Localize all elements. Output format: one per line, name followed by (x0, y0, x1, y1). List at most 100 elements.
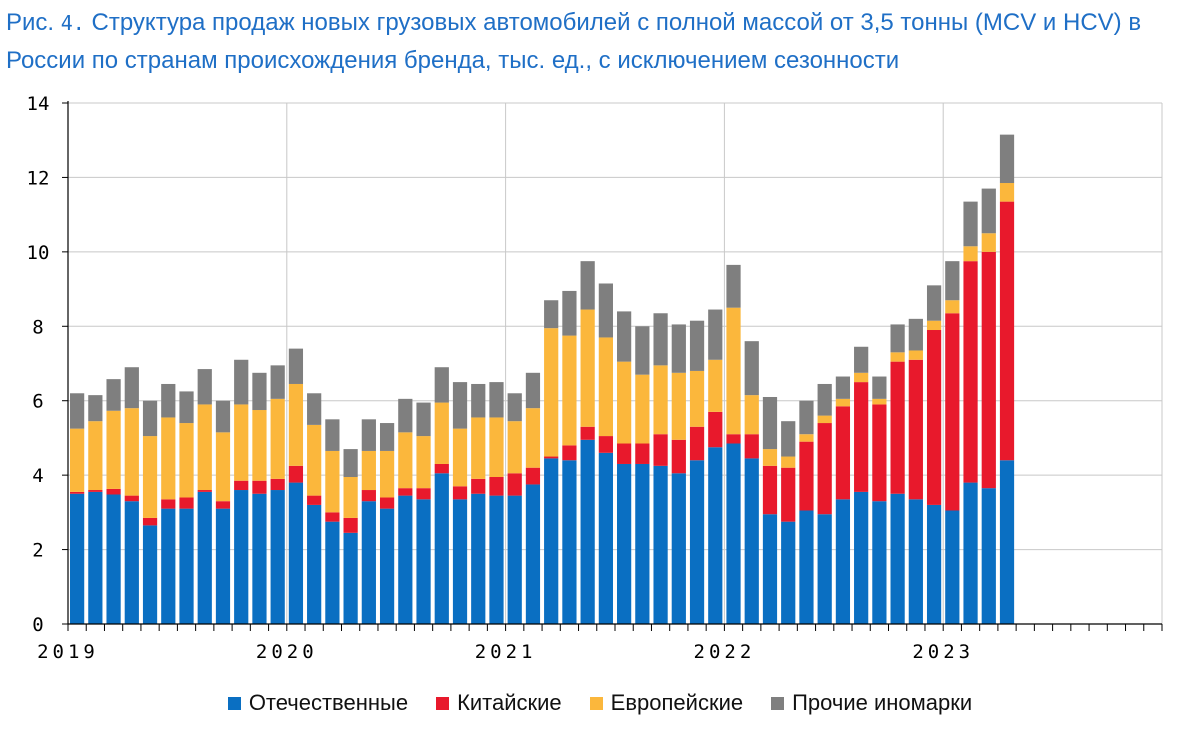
bar-segment-Прочие иномарки (580, 261, 595, 310)
stacked-bar-chart: 0 2 4 6 8 10 12 14 2019 2020 2021 2022 2023 (27, 93, 1163, 663)
bar-segment-Прочие иномарки (106, 379, 121, 411)
y-tick-label: 8 (32, 316, 43, 338)
bar-segment-Китайские (142, 517, 158, 526)
bar-segment-Европейские (270, 398, 285, 479)
bar-segment-Прочие иномарки (270, 365, 285, 399)
bar-segment-Китайские (762, 465, 778, 515)
bar-segment-Европейские (926, 320, 942, 331)
bar-segment-Китайские (854, 382, 869, 492)
bar-segment-Европейские (744, 395, 759, 435)
bar-segment-Европейские (963, 246, 978, 262)
bar-segment-Прочие иномарки (398, 398, 413, 433)
bar-segment-Европейские (416, 436, 431, 489)
bar-segment-Европейские (88, 421, 103, 491)
bar-segment-Прочие иномарки (999, 134, 1015, 184)
bar-segment-Европейские (781, 456, 796, 468)
x-tick-label: 2020 (256, 641, 318, 663)
bar-segment-Отечественные (562, 460, 577, 624)
legend-swatch (771, 696, 785, 710)
bar-segment-Китайские (635, 443, 650, 464)
bar-segment-Отечественные (872, 501, 887, 624)
bar-segment-Прочие иномарки (671, 324, 686, 373)
bar-segment-Китайские (598, 436, 613, 453)
bar-segment-Прочие иномарки (598, 283, 613, 338)
y-tick-label: 6 (32, 391, 43, 413)
bar-segment-Китайские (580, 426, 595, 440)
bar-segment-Прочие иномарки (507, 393, 522, 422)
legend-item: Европейские (589, 690, 744, 716)
bar-segment-Прочие иномарки (708, 309, 723, 360)
bar-segment-Прочие иномарки (124, 367, 139, 409)
bar-segment-Европейские (653, 365, 668, 435)
chart-legend: Отечественные Китайские Европейские Прочие … (0, 686, 1200, 720)
y-tick-label: 14 (27, 93, 50, 115)
bar-segment-Китайские (197, 490, 212, 492)
bar-segment-Китайские (489, 477, 504, 496)
bar-segment-Прочие иномарки (325, 419, 340, 451)
bar-segment-Европейские (325, 450, 340, 513)
x-tick-label: 2022 (694, 641, 756, 663)
bar-segment-Отечественные (416, 499, 431, 624)
bar-segment-Китайские (544, 456, 559, 459)
bar-segment-Китайские (124, 495, 139, 502)
bar-segment-Китайские (452, 486, 468, 500)
bar-segment-Европейские (908, 350, 923, 360)
bar-segment-Отечественные (343, 532, 358, 624)
x-tick-label: 2021 (475, 641, 537, 663)
bar-segment-Европейские (252, 410, 267, 481)
bar-segment-Европейские (361, 450, 376, 491)
bar-segment-Прочие иномарки (234, 359, 249, 405)
bar-segment-Отечественные (781, 521, 796, 624)
bar-segment-Европейские (106, 410, 121, 489)
bar-segment-Китайские (434, 463, 449, 474)
bar-segment-Отечественные (161, 508, 176, 624)
bar-segment-Отечественные (215, 508, 231, 624)
bar-segment-Прочие иномарки (179, 391, 194, 424)
bar-segment-Европейские (854, 372, 869, 383)
axes-layer (67, 101, 1163, 631)
legend-label: Отечественные (248, 690, 409, 715)
chart-title: Рис. 4. Структура продаж новых грузовых … (6, 4, 1196, 80)
bar-segment-Отечественные (726, 443, 741, 624)
bar-segment-Отечественные (307, 504, 322, 624)
bar-segment-Прочие иномарки (471, 383, 486, 418)
bar-segment-Китайские (106, 488, 121, 495)
bar-segment-Китайские (835, 406, 851, 500)
bar-segment-Европейские (872, 398, 887, 405)
bar-segment-Европейские (398, 432, 413, 489)
bar-segment-Европейские (343, 477, 358, 518)
bar-segment-Европейские (562, 335, 577, 446)
bar-segment-Отечественные (908, 499, 923, 624)
bar-segment-Отечественные (854, 491, 869, 624)
bar-segment-Отечественные (489, 495, 504, 624)
bar-segment-Прочие иномарки (872, 376, 887, 399)
bar-segment-Европейские (507, 421, 522, 474)
bar-segment-Прочие иномарки (434, 367, 449, 403)
legend-swatch (589, 696, 603, 710)
bar-segment-Отечественные (671, 473, 686, 624)
gridlines (68, 102, 1163, 624)
bar-segment-Европейские (161, 417, 176, 500)
bar-segment-Китайские (525, 467, 541, 485)
bar-segment-Прочие иномарки (762, 396, 778, 450)
bar-segment-Китайские (361, 490, 376, 502)
bar-segment-Прочие иномарки (908, 318, 923, 351)
bar-segment-Отечественные (744, 458, 759, 624)
bar-segment-Отечественные (708, 447, 723, 624)
bar-segment-Европейские (489, 417, 504, 478)
y-tick-label: 0 (32, 614, 43, 636)
bar-segment-Китайские (963, 261, 978, 483)
bar-segment-Прочие иномарки (799, 400, 814, 435)
bar-segment-Отечественные (270, 490, 285, 624)
bar-segment-Европейские (580, 309, 595, 427)
bar-segment-Прочие иномарки (617, 311, 632, 362)
bar-segment-Китайские (908, 359, 923, 500)
bar-segment-Отечественные (817, 514, 832, 624)
x-axis-ticks: 2019 2020 2021 2022 2023 (37, 641, 970, 663)
bar-segment-Отечественные (635, 463, 650, 624)
bar-segment-Отечественные (70, 493, 85, 624)
bar-segment-Европейские (708, 359, 723, 412)
bar-segment-Отечественные (88, 491, 103, 624)
bar-segment-Прочие иномарки (361, 419, 376, 451)
legend-label: Европейские (610, 690, 744, 715)
